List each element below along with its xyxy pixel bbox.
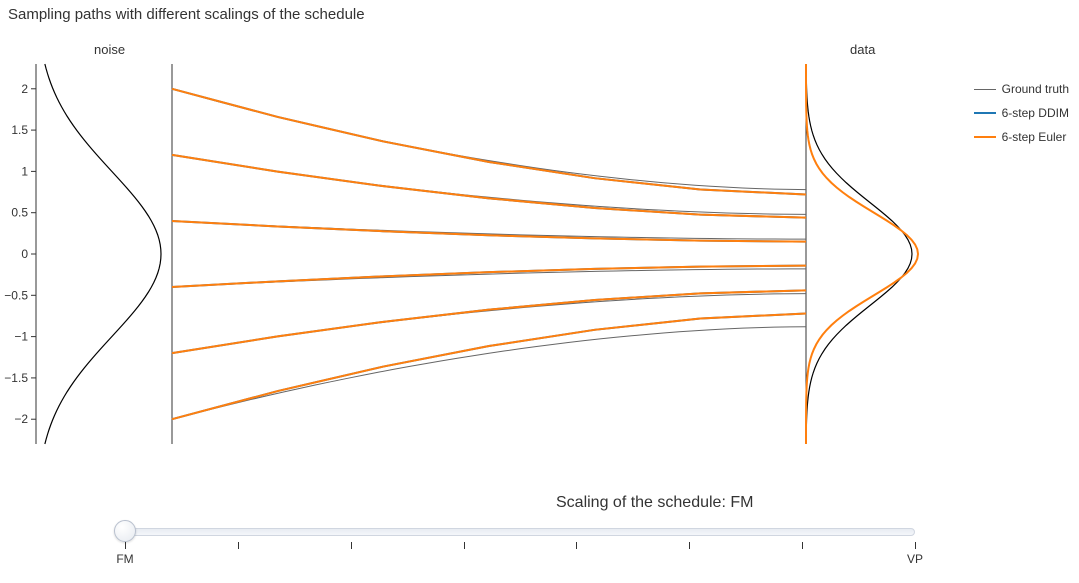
slider-thumb[interactable] [114,520,136,542]
legend: Ground truth 6-step DDIM 6-step Euler [974,82,1069,154]
schedule-slider[interactable]: FMVP [115,520,925,560]
svg-text:0.5: 0.5 [11,206,28,220]
chart-area: −2 −1.5 −1 −0.5 0 0.5 1 1.5 2 [0,40,1079,470]
chart-title: Sampling paths with different scalings o… [8,6,365,23]
legend-label: Ground truth [1002,82,1069,96]
svg-text:2: 2 [21,82,28,96]
slider-tick [802,542,803,549]
slider-tick [576,542,577,549]
slider-tick [689,542,690,549]
chart-svg: −2 −1.5 −1 −0.5 0 0.5 1 1.5 2 [0,40,1079,470]
legend-swatch [974,89,996,90]
slider-ticks: FMVP [125,542,915,562]
slider-tick-label: VP [907,552,923,566]
svg-text:1: 1 [21,164,28,178]
slider-tick [464,542,465,549]
legend-swatch [974,112,996,114]
svg-text:−2: −2 [14,412,28,426]
svg-text:0: 0 [21,247,28,261]
slider-value: FM [730,494,753,511]
svg-text:−1.5: −1.5 [4,371,28,385]
slider-label: Scaling of the schedule: FM [556,494,753,512]
legend-item-euler: 6-step Euler [974,130,1069,144]
subtitle-data: data [850,42,875,57]
slider-tick [125,542,126,549]
legend-item-ground-truth: Ground truth [974,82,1069,96]
slider-label-prefix: Scaling of the schedule: [556,494,730,511]
slider-tick [351,542,352,549]
slider-tick [915,542,916,549]
legend-label: 6-step DDIM [1002,106,1069,120]
legend-swatch [974,136,996,138]
svg-text:−0.5: −0.5 [4,288,28,302]
svg-text:1.5: 1.5 [11,123,28,137]
slider-tick-label: FM [116,552,133,566]
subtitle-noise: noise [94,42,125,57]
slider-tick [238,542,239,549]
legend-item-ddim: 6-step DDIM [974,106,1069,120]
svg-text:−1: −1 [14,330,28,344]
legend-label: 6-step Euler [1002,130,1067,144]
slider-track[interactable] [125,528,915,536]
